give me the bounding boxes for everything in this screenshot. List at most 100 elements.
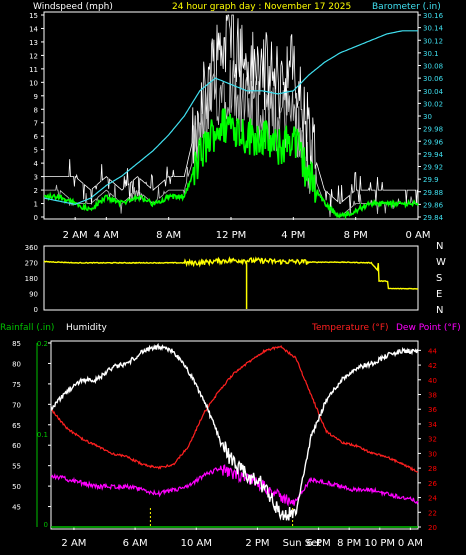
baro-y-tick-label: 30.16 <box>423 12 444 20</box>
temperature-y-tick-label: 24 <box>428 495 437 503</box>
temperature-x-tick-label: 10 PM <box>364 538 395 549</box>
humidity-y-tick-label: 75 <box>12 381 21 389</box>
temperature-y-tick-label: 34 <box>428 421 437 429</box>
temperature-plot-frame <box>50 340 419 530</box>
temperature-x-tick-label: 0 AM <box>398 538 423 549</box>
wind-y-tick-label: 2 <box>34 187 38 195</box>
wind-average-line <box>43 108 419 220</box>
barometer-line <box>43 30 418 206</box>
baro-y-tick-label: 29.94 <box>423 151 444 159</box>
temperature-x-tick-label: 6 AM <box>123 538 148 549</box>
baro-y-tick-label: 29.92 <box>423 164 443 172</box>
wind-y-tick-label: 6 <box>34 133 39 141</box>
wind-x-tick-label: 0 AM <box>405 230 430 241</box>
wind-y-tick-label: 12 <box>29 52 38 60</box>
rainfall-label: Rainfall (.in) <box>0 323 54 333</box>
baro-y-tick-label: 29.9 <box>423 176 439 184</box>
direction-y-tick-label: 0 <box>34 306 38 314</box>
direction-y-tick-label: 360 <box>25 244 38 252</box>
wind-gust-line <box>44 14 418 214</box>
direction-plot-frame <box>43 245 419 311</box>
wind-y-tick-label: 10 <box>29 79 38 87</box>
wind-y-tick-label: 4 <box>34 160 39 168</box>
baro-y-tick-label: 30.08 <box>423 63 443 71</box>
dewpoint-line <box>50 464 419 507</box>
rain-y-tick-label: 0.1 <box>37 431 48 439</box>
wind-x-tick-label: 12 PM <box>216 230 247 241</box>
temperature-y-tick-label: 26 <box>428 480 437 488</box>
wind-x-tick-label: 4 AM <box>94 230 119 241</box>
wind-y-tick-label: 15 <box>29 12 38 20</box>
temperature-x-tick-label: 2 PM <box>245 538 269 549</box>
baro-y-tick-label: 30.04 <box>423 88 444 96</box>
temperature-label: Temperature (°F) <box>311 323 389 333</box>
wind-x-tick-label: 8 PM <box>344 230 368 241</box>
temperature-y-tick-label: 44 <box>428 347 437 355</box>
humidity-y-tick-label: 50 <box>12 483 21 491</box>
humidity-y-tick-label: 45 <box>12 504 21 512</box>
humidity-y-tick-label: 80 <box>12 360 21 368</box>
wind-y-tick-label: 14 <box>29 25 38 33</box>
baro-y-tick-label: 29.86 <box>423 201 444 209</box>
wind-x-tick-label: 4 PM <box>281 230 305 241</box>
temperature-y-tick-label: 38 <box>428 392 437 400</box>
direction-y-tick-label: 180 <box>25 275 38 283</box>
barometer-label: Barometer (.in) <box>372 2 441 12</box>
rain-y-tick-label: 0 <box>44 521 48 529</box>
humidity-y-tick-label: 60 <box>12 442 21 450</box>
direction-compass-label: N <box>436 241 443 252</box>
wind-speed-line <box>44 59 418 218</box>
baro-y-tick-label: 29.84 <box>423 214 444 222</box>
baro-y-tick-label: 29.88 <box>423 189 443 197</box>
baro-y-tick-label: 30.1 <box>423 50 439 58</box>
sunset-label: Sun Set <box>283 538 322 549</box>
temperature-y-tick-label: 36 <box>428 406 437 414</box>
humidity-label: Humidity <box>66 323 107 333</box>
temperature-y-tick-label: 42 <box>428 362 437 370</box>
wind-x-tick-label: 8 AM <box>156 230 181 241</box>
wind-y-tick-label: 11 <box>29 66 38 74</box>
wind-x-tick-label: 2 AM <box>63 230 88 241</box>
wind-y-tick-label: 7 <box>34 120 38 128</box>
direction-compass-label: S <box>436 273 442 284</box>
humidity-line <box>50 342 419 521</box>
temperature-plot: 85 80 75 70 65 60 55 50 45 0.2 0.1 0 44 42 40 38 36 34 32 3… <box>12 340 437 549</box>
humidity-y-tick-label: 70 <box>12 401 21 409</box>
direction-compass-label: E <box>436 289 442 300</box>
direction-y-tick-label: 270 <box>25 260 38 268</box>
wind-y-tick-label: 13 <box>29 39 38 47</box>
wind-direction-line <box>43 255 419 290</box>
humidity-y-tick-label: 55 <box>12 463 21 471</box>
wind-y-tick-label: 3 <box>34 174 38 182</box>
wind-y-tick-label: 8 <box>34 106 38 114</box>
baro-y-tick-label: 30 <box>423 113 432 121</box>
temperature-y-tick-label: 20 <box>428 524 437 532</box>
direction-y-tick-label: 90 <box>29 291 38 299</box>
temperature-y-tick-label: 30 <box>428 450 437 458</box>
direction-compass-label: W <box>436 257 446 268</box>
wind-y-tick-label: 9 <box>34 93 38 101</box>
dewpoint-label: Dew Point (°F) <box>396 323 461 333</box>
direction-compass-label: N <box>436 305 443 316</box>
wind-y-tick-label: 0 <box>34 214 38 222</box>
baro-y-tick-label: 30.06 <box>423 75 444 83</box>
humidity-y-tick-label: 85 <box>12 340 21 348</box>
temperature-y-tick-label: 32 <box>428 436 437 444</box>
wind-y-tick-label: 1 <box>34 201 38 209</box>
temperature-x-tick-label: 8 PM <box>337 538 361 549</box>
temperature-y-tick-label: 22 <box>428 509 437 517</box>
windspeed-label: Windspeed (mph) <box>33 2 113 12</box>
temperature-y-tick-label: 28 <box>428 465 437 473</box>
temperature-x-tick-label: 6 PM <box>307 538 331 549</box>
baro-y-tick-label: 30.14 <box>423 25 444 33</box>
humidity-y-tick-label: 65 <box>12 422 21 430</box>
temperature-x-tick-label: 2 AM <box>61 538 86 549</box>
baro-y-tick-label: 30.12 <box>423 37 443 45</box>
graph-title: 24 hour graph day : November 17 2025 <box>172 2 351 12</box>
baro-y-tick-label: 29.98 <box>423 126 443 134</box>
temperature-x-tick-label: 10 AM <box>181 538 212 549</box>
rain-y-tick-label: 0.2 <box>37 340 48 348</box>
baro-y-tick-label: 30.02 <box>423 100 443 108</box>
